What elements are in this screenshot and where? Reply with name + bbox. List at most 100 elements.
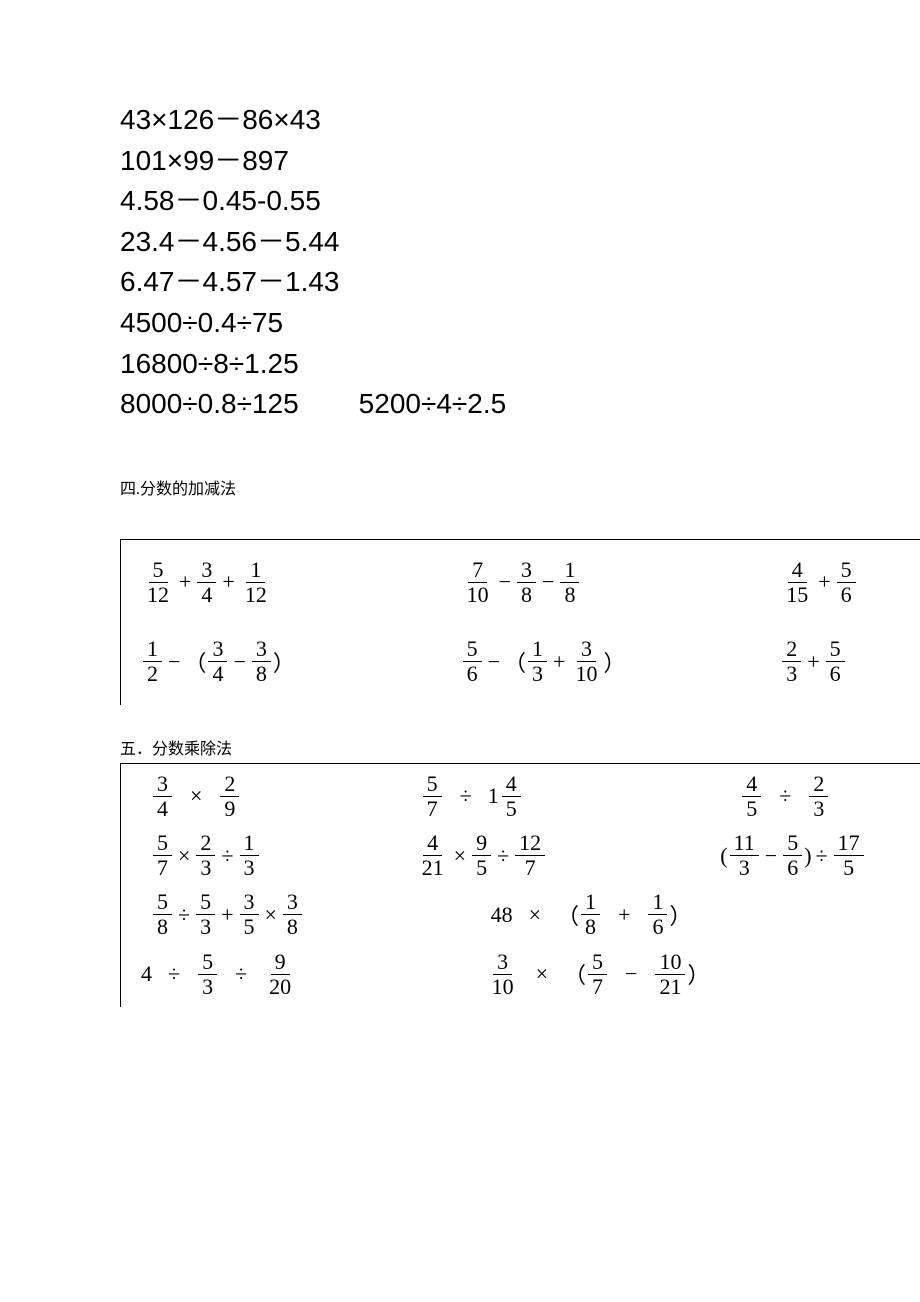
operator: + bbox=[618, 902, 630, 928]
text: （ bbox=[564, 958, 586, 990]
text: ） bbox=[603, 646, 625, 678]
operator: ÷ bbox=[178, 902, 190, 928]
fraction: 35 bbox=[240, 890, 259, 939]
math-cell: 4÷53÷920 bbox=[141, 950, 451, 999]
math-cell: 56−（13+310） bbox=[461, 637, 781, 686]
operator: + bbox=[818, 569, 830, 595]
operator: + bbox=[222, 569, 234, 595]
operator: ÷ bbox=[460, 783, 472, 809]
math-row: 34 × 29 57 ÷ 145 45 ÷ 23 bbox=[141, 772, 920, 821]
arith-line: 101×99－897 bbox=[120, 141, 920, 182]
arith-line: 16800÷8÷1.25 bbox=[120, 344, 920, 385]
math-expression: 57×23÷13 bbox=[151, 831, 261, 880]
math-cell: (113−56)÷175 bbox=[720, 831, 920, 880]
section-4-heading: 四.分数的加减法 bbox=[120, 475, 920, 499]
math-cell: 57×23÷13 bbox=[141, 831, 416, 880]
operator: ÷ bbox=[221, 843, 233, 869]
fraction: 53 bbox=[198, 950, 217, 999]
arith-line: 8000÷0.8÷125 5200÷4÷2.5 bbox=[120, 384, 920, 425]
section-5-table: 34×2957÷14545÷2357×23÷13421×95÷127(113−5… bbox=[120, 763, 920, 1008]
math-expression: 4÷53÷920 bbox=[141, 950, 297, 999]
math-row: 57×23÷13421×95÷127(113−56)÷175 bbox=[141, 831, 920, 880]
operator: × bbox=[178, 843, 190, 869]
math-row: 4÷53÷920310×（57−1021） bbox=[141, 950, 920, 999]
fraction: 710 bbox=[463, 558, 493, 607]
math-cell: 48×（18+16） bbox=[461, 890, 920, 939]
section-4-table: 512+34+112710−38−18415+5612−（34−38）56−（1… bbox=[120, 539, 920, 705]
math-expression: 421×95÷127 bbox=[416, 831, 548, 880]
mixed-number: 145 bbox=[488, 772, 523, 821]
fraction: 45 bbox=[742, 772, 761, 821]
math-row: 12−（34−38）56−（13+310）23+56 bbox=[141, 637, 920, 686]
math-cell: 710−38−18 bbox=[461, 558, 781, 607]
arith-expr: 5200÷4÷2.5 bbox=[359, 384, 507, 425]
math-cell: 512+34+112 bbox=[141, 558, 461, 607]
fraction: 38 bbox=[252, 637, 271, 686]
math-cell: 58÷53+35×38 bbox=[141, 890, 461, 939]
math-expression: 23+56 bbox=[780, 637, 846, 686]
math-expression: 512+34+112 bbox=[141, 558, 273, 607]
math-cell: 34 × 29 bbox=[141, 772, 421, 821]
operator: ÷ bbox=[168, 961, 180, 987]
math-expression: 58÷53+35×38 bbox=[151, 890, 304, 939]
math-cell: 421×95÷127 bbox=[416, 831, 721, 880]
operator: − bbox=[765, 843, 777, 869]
text: ) bbox=[804, 843, 811, 869]
math-cell: 310×（57−1021） bbox=[451, 950, 920, 999]
fraction: 112 bbox=[241, 558, 271, 607]
operator: × bbox=[265, 902, 277, 928]
text: （ bbox=[557, 899, 579, 931]
operator: + bbox=[807, 649, 819, 675]
fraction: 95 bbox=[472, 831, 491, 880]
fraction: 310 bbox=[488, 950, 518, 999]
operator: − bbox=[168, 649, 180, 675]
math-expression: 57 ÷ 145 bbox=[421, 772, 523, 821]
fraction: 57 bbox=[588, 950, 607, 999]
arith-line: 23.4－4.56－5.44 bbox=[120, 222, 920, 263]
operator: − bbox=[499, 569, 511, 595]
fraction: 16 bbox=[648, 890, 667, 939]
operator: − bbox=[488, 649, 500, 675]
operator: ÷ bbox=[497, 843, 509, 869]
fraction: 512 bbox=[143, 558, 173, 607]
math-cell: 23+56 bbox=[780, 637, 920, 686]
fraction: 23 bbox=[809, 772, 828, 821]
fraction: 58 bbox=[153, 890, 172, 939]
fraction: 421 bbox=[418, 831, 448, 880]
math-expression: 56−（13+310） bbox=[461, 637, 626, 686]
math-row: 58÷53+35×3848×（18+16） bbox=[141, 890, 920, 939]
arith-expr: 8000÷0.8÷125 bbox=[120, 384, 299, 425]
fraction: 56 bbox=[783, 831, 802, 880]
arith-line: 4500÷0.4÷75 bbox=[120, 303, 920, 344]
math-expression: 310×（57−1021） bbox=[486, 950, 710, 999]
operator: − bbox=[233, 649, 245, 675]
fraction: 13 bbox=[240, 831, 259, 880]
operator: × bbox=[529, 902, 541, 928]
math-expression: 48×（18+16） bbox=[491, 890, 692, 939]
arith-line: 43×126－86×43 bbox=[120, 100, 920, 141]
fraction: 56 bbox=[826, 637, 845, 686]
fraction: 34 bbox=[153, 772, 172, 821]
fraction: 175 bbox=[834, 831, 864, 880]
math-expression: 710−38−18 bbox=[461, 558, 582, 607]
text: ） bbox=[669, 899, 691, 931]
operator: × bbox=[190, 783, 202, 809]
math-cell: 57 ÷ 145 bbox=[421, 772, 731, 821]
fraction: 53 bbox=[196, 890, 215, 939]
operator: ÷ bbox=[779, 783, 791, 809]
fraction: 23 bbox=[196, 831, 215, 880]
fraction: 38 bbox=[283, 890, 302, 939]
fraction: 1021 bbox=[655, 950, 685, 999]
fraction: 13 bbox=[528, 637, 547, 686]
fraction: 38 bbox=[517, 558, 536, 607]
section-5-heading: 五．分数乘除法 bbox=[120, 735, 920, 759]
fraction: 415 bbox=[782, 558, 812, 607]
fraction: 57 bbox=[423, 772, 442, 821]
arithmetic-problems: 43×126－86×43 101×99－897 4.58－0.45-0.55 2… bbox=[120, 100, 920, 425]
operator: ÷ bbox=[235, 961, 247, 987]
operator: × bbox=[454, 843, 466, 869]
fraction: 34 bbox=[208, 637, 227, 686]
fraction: 29 bbox=[220, 772, 239, 821]
fraction: 920 bbox=[265, 950, 295, 999]
fraction: 18 bbox=[581, 890, 600, 939]
